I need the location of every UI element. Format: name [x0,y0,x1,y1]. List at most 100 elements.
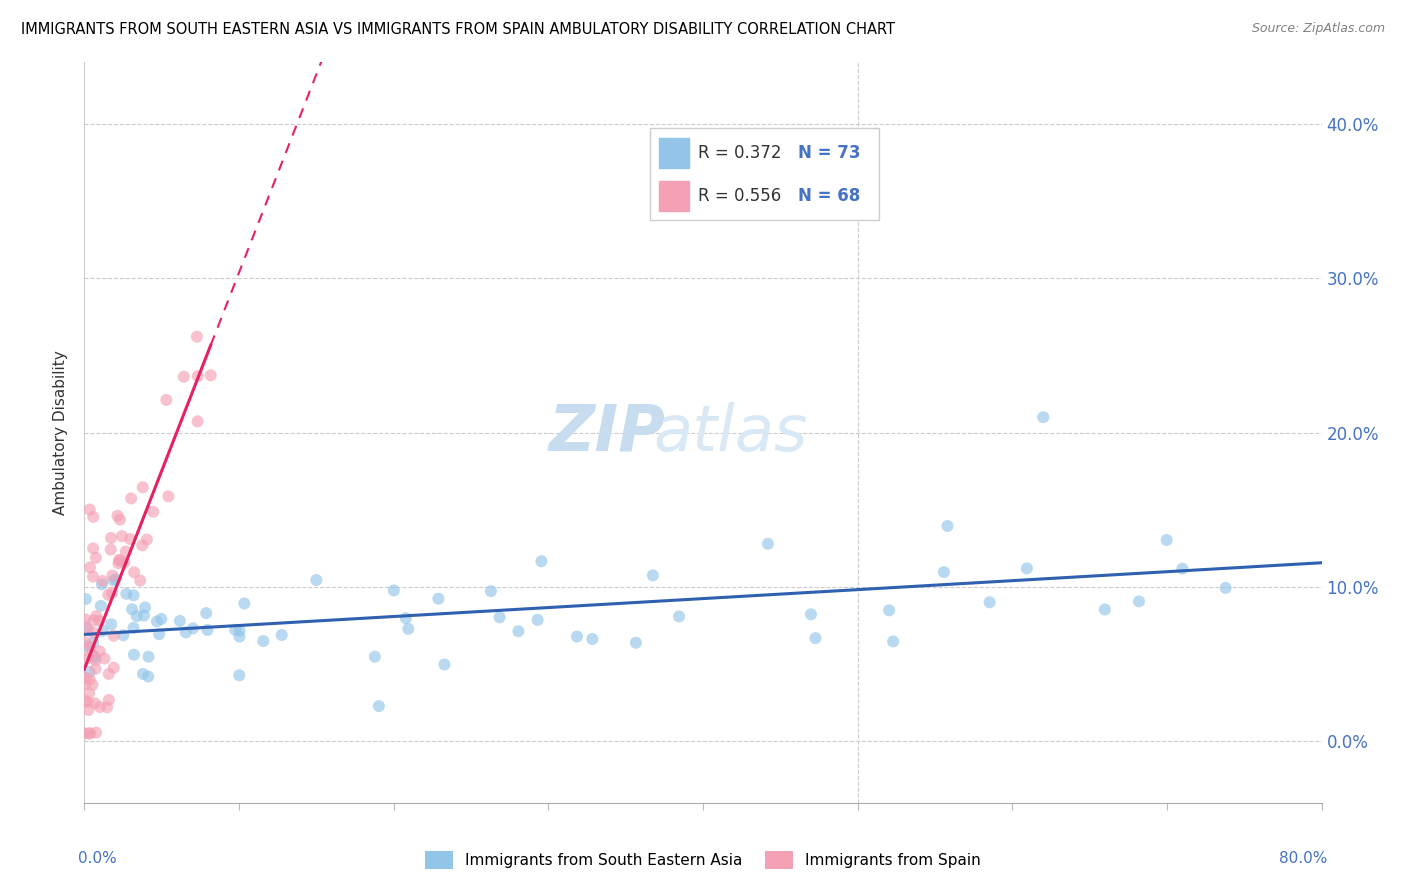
Point [932,565,955,579]
Point [84,662,107,676]
Point [79,726,101,740]
Point [804,631,827,645]
Bar [659,138,689,168]
Point [108,553,131,567]
Point [83,649,105,664]
Point [108,513,131,527]
Point [1015,561,1038,575]
Point [1215,581,1237,595]
Point [101,568,124,582]
Point [79,560,101,574]
Point [75,620,97,634]
Point [936,519,959,533]
Point [1094,602,1116,616]
FancyBboxPatch shape [650,128,879,220]
Point [136,669,159,683]
Point [396,622,419,636]
Point [101,586,124,600]
Point [83,614,105,628]
Point [146,615,169,629]
Point [187,414,209,428]
Text: R = 0.556: R = 0.556 [697,187,782,205]
Point [108,553,131,567]
Text: 0.0%: 0.0% [79,851,117,866]
Point [508,624,530,639]
Point [75,592,97,607]
Point [112,628,135,642]
Point [79,640,101,654]
Point [107,508,129,523]
Point [77,686,100,700]
Point [488,610,510,624]
Point [305,573,328,587]
Point [111,529,134,543]
Point [75,671,97,685]
Point [125,609,148,624]
Point [641,568,664,582]
Point [169,614,191,628]
Point [76,695,98,709]
Text: N = 73: N = 73 [799,144,860,161]
Point [100,531,122,545]
Point [427,591,450,606]
Point [1171,562,1194,576]
Point [91,577,114,591]
Point [150,612,173,626]
Point [97,667,120,681]
Point [134,600,156,615]
Point [121,602,143,616]
Text: atlas: atlas [654,401,808,464]
Point [132,608,155,623]
Point [82,569,104,583]
Point [79,665,101,679]
Point [565,630,588,644]
Point [100,542,122,557]
Point [233,596,256,610]
Point [129,574,152,588]
Point [79,673,101,687]
Point [79,502,101,516]
Point [75,612,97,626]
Point [228,668,250,682]
Point [135,533,157,547]
Point [122,621,145,635]
Point [115,587,138,601]
Legend: Immigrants from South Eastern Asia, Immigrants from Spain: Immigrants from South Eastern Asia, Immi… [425,851,981,869]
Point [103,629,125,643]
Point [142,505,165,519]
Point [75,677,97,691]
Point [155,392,177,407]
Point [877,603,900,617]
Point [132,480,155,494]
Point [195,606,218,620]
Point [526,613,548,627]
Point [84,725,107,739]
Point [138,649,160,664]
Point [91,624,114,638]
Point [200,368,222,383]
Point [367,699,389,714]
Y-axis label: Ambulatory Disability: Ambulatory Disability [53,351,69,515]
Point [96,700,118,714]
Point [90,599,112,613]
Point [433,657,456,672]
Point [148,627,170,641]
Point [1156,533,1178,547]
Point [77,726,100,740]
Point [76,651,98,665]
Point [132,667,155,681]
Point [75,726,97,740]
Text: IMMIGRANTS FROM SOUTH EASTERN ASIA VS IMMIGRANTS FROM SPAIN AMBULATORY DISABILIT: IMMIGRANTS FROM SOUTH EASTERN ASIA VS IM… [21,22,896,37]
Point [1128,594,1150,608]
Point [84,550,107,565]
Text: 80.0%: 80.0% [1279,851,1327,866]
Point [395,611,418,625]
Point [174,625,197,640]
Point [228,630,250,644]
Point [530,554,553,568]
Point [122,566,145,580]
Point [75,694,97,708]
Point [979,595,1001,609]
Point [173,369,195,384]
Point [107,556,129,570]
